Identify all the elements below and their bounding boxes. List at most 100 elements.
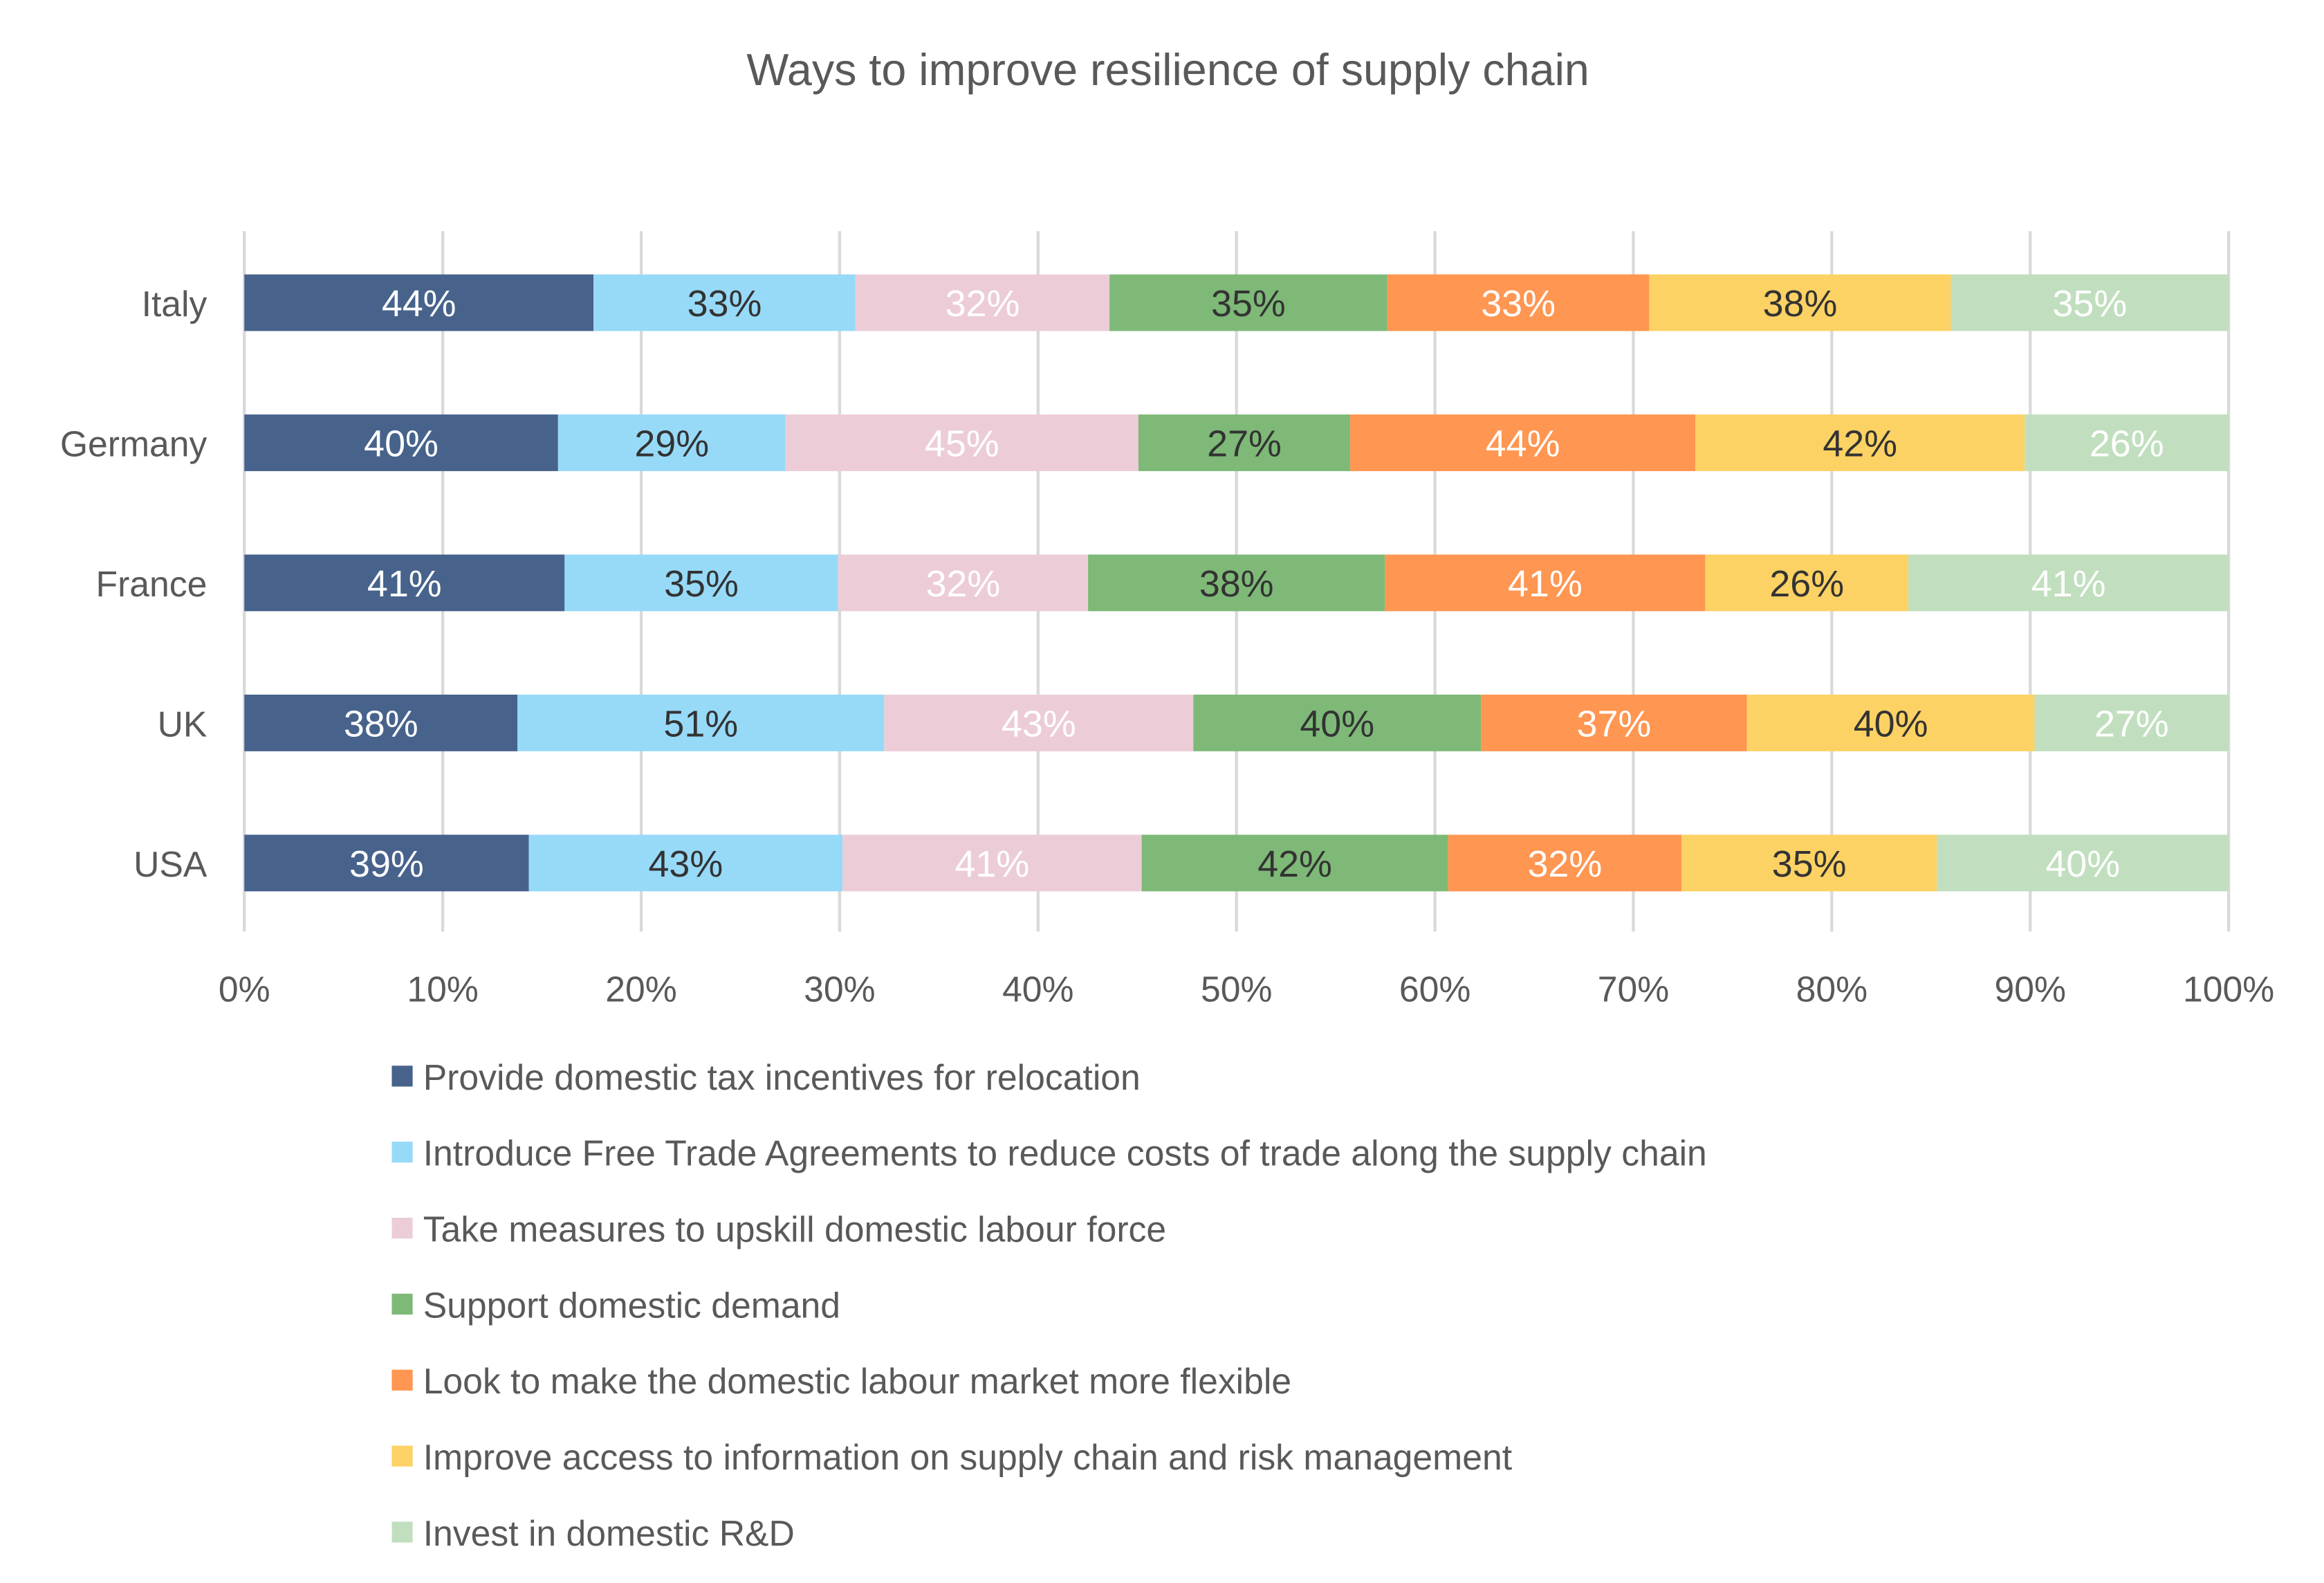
x-tick-label: 70% — [1598, 969, 1669, 1009]
legend-label: Introduce Free Trade Agreements to reduc… — [423, 1133, 1707, 1173]
bar-segment — [1681, 834, 1937, 892]
x-tick-label: 10% — [407, 969, 478, 1009]
data-label: 44% — [382, 283, 456, 324]
legend-label: Take measures to upskill domestic labour… — [423, 1209, 1166, 1249]
x-tick-label: 20% — [605, 969, 676, 1009]
data-label: 51% — [663, 703, 738, 744]
bar-segment — [1705, 554, 1909, 612]
legend-item: Provide domestic tax incentives for relo… — [391, 1057, 1141, 1097]
legend-swatch — [391, 1218, 413, 1239]
legend-swatch — [391, 1521, 413, 1543]
data-label: 38% — [1199, 563, 1274, 605]
x-tick-label: 40% — [1002, 969, 1073, 1009]
data-label: 41% — [2031, 563, 2106, 605]
bar-segment — [1141, 834, 1448, 892]
legend-label: Provide domestic tax incentives for relo… — [423, 1057, 1141, 1097]
x-tick-label: 30% — [804, 969, 875, 1009]
legend-item: Look to make the domestic labour market … — [391, 1361, 1291, 1401]
data-label: 35% — [1211, 283, 1286, 324]
data-label: 41% — [954, 843, 1029, 885]
legend-item: Improve access to information on supply … — [391, 1437, 1512, 1477]
data-label: 41% — [367, 563, 442, 605]
legend-item: Invest in domestic R&D — [391, 1513, 795, 1553]
data-label: 43% — [648, 843, 723, 885]
bar-segment — [517, 695, 885, 751]
bar-segment — [1193, 695, 1482, 751]
data-label: 42% — [1823, 423, 1897, 464]
data-label: 32% — [925, 563, 1000, 605]
value-axis: 0% 10% 20% 30% 40% 50% 60% 70% 80% 90% 100% — [219, 969, 2274, 1009]
legend-swatch — [391, 1142, 413, 1163]
bars: 44% 33% 32% 35% 33% 38% 35% 40% 29% 45% 27% 44% 42% 2… — [244, 274, 2229, 892]
x-tick-label: 60% — [1399, 969, 1470, 1009]
legend-label: Improve access to information on supply … — [423, 1437, 1512, 1477]
x-tick-label: 0% — [219, 969, 270, 1009]
data-label: 40% — [364, 423, 439, 464]
x-tick-label: 80% — [1796, 969, 1868, 1009]
bar-segment — [1908, 554, 2229, 612]
data-label: 38% — [344, 703, 418, 744]
x-tick-label: 50% — [1201, 969, 1272, 1009]
legend-swatch — [391, 1293, 413, 1315]
bar-segment — [593, 274, 856, 331]
bar-segment — [244, 695, 518, 751]
data-label: 42% — [1257, 843, 1332, 885]
category-axis: Italy Germany France UK USA — [60, 284, 208, 884]
data-label: 35% — [1772, 843, 1847, 885]
x-tick-label: 100% — [2183, 969, 2274, 1009]
category-label: UK — [158, 704, 208, 744]
bar-segment — [1088, 554, 1385, 612]
data-label: 39% — [349, 843, 424, 885]
legend-item: Support domestic demand — [391, 1285, 840, 1325]
legend-item: Introduce Free Trade Agreements to reduc… — [391, 1133, 1707, 1173]
category-label: Italy — [142, 284, 208, 324]
bar-segment — [785, 414, 1138, 471]
data-label: 41% — [1508, 563, 1583, 605]
legend-label: Look to make the domestic labour market … — [423, 1361, 1291, 1401]
bar-segment — [838, 554, 1089, 612]
bar-segment — [1746, 695, 2035, 751]
chart-title: Ways to improve resilience of supply cha… — [746, 45, 1589, 95]
x-tick-label: 90% — [1995, 969, 2066, 1009]
category-label: Germany — [60, 423, 208, 464]
data-label: 40% — [1854, 703, 1928, 744]
bar-segment — [884, 695, 1194, 751]
data-label: 40% — [2045, 843, 2120, 885]
category-label: USA — [133, 844, 208, 884]
legend-label: Support domestic demand — [423, 1285, 840, 1325]
bar-segment — [1350, 414, 1696, 471]
bar-segment — [244, 274, 594, 331]
data-label: 38% — [1763, 283, 1838, 324]
bar-segment — [1695, 414, 2025, 471]
legend: Provide domestic tax incentives for relo… — [391, 1057, 1707, 1553]
bar-segment — [1481, 695, 1747, 751]
legend-swatch — [391, 1369, 413, 1391]
bar-segment — [842, 834, 1142, 892]
data-label: 44% — [1486, 423, 1560, 464]
data-label: 35% — [2052, 283, 2127, 324]
bar-segment — [1109, 274, 1387, 331]
data-label: 33% — [688, 283, 762, 324]
bar-segment — [557, 414, 786, 471]
data-label: 33% — [1481, 283, 1556, 324]
data-label: 43% — [1002, 703, 1076, 744]
data-label: 45% — [925, 423, 999, 464]
bar-segment — [855, 274, 1110, 331]
data-label: 27% — [1207, 423, 1282, 464]
legend-label: Invest in domestic R&D — [423, 1513, 795, 1553]
bar-segment — [2034, 695, 2229, 751]
bar-segment — [564, 554, 838, 612]
data-label: 26% — [1769, 563, 1844, 605]
bar-segment — [1387, 274, 1650, 331]
bar-segment — [2025, 414, 2229, 471]
category-label: France — [96, 564, 208, 604]
data-label: 35% — [664, 563, 739, 605]
legend-swatch — [391, 1445, 413, 1467]
data-label: 26% — [2090, 423, 2164, 464]
data-label: 40% — [1300, 703, 1374, 744]
bar-segment — [1649, 274, 1951, 331]
legend-swatch — [391, 1065, 413, 1087]
bar-segment — [244, 554, 565, 612]
legend-item: Take measures to upskill domestic labour… — [391, 1209, 1166, 1249]
